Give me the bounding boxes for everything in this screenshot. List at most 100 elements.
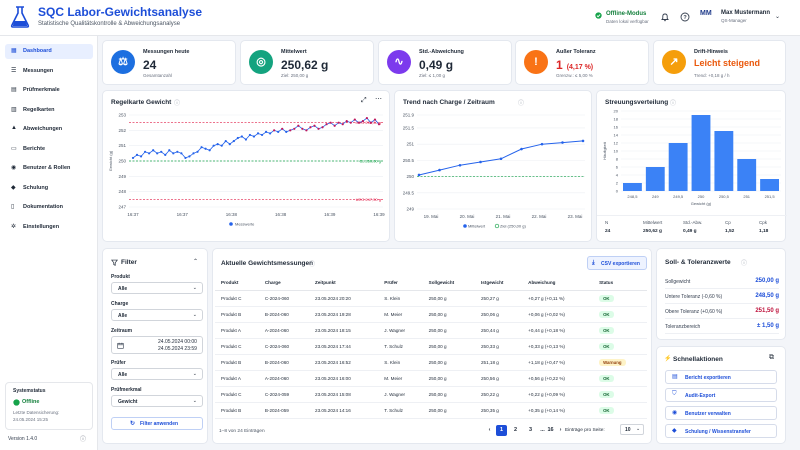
chevron-down-icon: ⌄ (192, 285, 197, 291)
info-icon[interactable]: ⓘ (670, 101, 677, 107)
status-badge: OK (599, 406, 614, 414)
sidebar-item-benutzer-rollen[interactable]: ◉ Benutzer & Rollen (5, 161, 93, 176)
feature-select[interactable]: Gewicht ⌄ (111, 395, 203, 407)
sidebar-item-dokumentation[interactable]: ▯ Dokumentation (5, 200, 93, 215)
per-page-select[interactable]: 10 ⌄ (620, 424, 644, 435)
y-tick-label: 10 (614, 149, 619, 154)
avatar[interactable]: MM (700, 10, 712, 17)
page-button[interactable]: 2 (513, 427, 518, 433)
user-name[interactable]: Max Mustermann (721, 10, 771, 16)
table-row[interactable]: Produkt C C-2024-060 23.05.2024 20:20 S. Kl… (215, 290, 647, 307)
table-cell: S. Klein (378, 354, 423, 371)
table-cell: Produkt A (215, 322, 259, 339)
table-row[interactable]: Produkt A A-2024-060 23.05.2024 18:15 J. Wa… (215, 322, 647, 339)
tolerance-row: Sollgewicht 250,00 g (665, 275, 779, 289)
status-badge: OK (599, 390, 614, 398)
table-cell: J. Wagner (378, 386, 423, 403)
table-cell: M. Meier (378, 306, 423, 323)
data-point (152, 149, 155, 152)
help-icon[interactable]: ? (680, 12, 690, 22)
x-tick-label: 20. Mai (460, 214, 475, 219)
data-point (353, 118, 356, 121)
batch-select[interactable]: Alle ⌄ (111, 309, 203, 321)
y-tick-label: 250 (118, 159, 126, 164)
product-select[interactable]: Alle ⌄ (111, 282, 203, 294)
tolerance-row: Toleranzbereich ± 1,50 g (665, 320, 779, 334)
data-point (369, 121, 373, 124)
external-link-icon[interactable]: ⧉ (769, 354, 774, 361)
apply-filter-button[interactable]: ↻ Filter anwenden (111, 417, 203, 430)
version-label: Version 1.4.0 (8, 436, 38, 442)
more-menu-icon[interactable]: ⋯ (375, 96, 382, 103)
data-point (131, 156, 135, 160)
sidebar-item-messungen[interactable]: ☰ Messungen (5, 64, 93, 79)
sidebar-item-prüfmerkmale[interactable]: ▤ Prüfmerkmale (5, 83, 93, 98)
expand-icon[interactable]: ⤢ (361, 97, 367, 104)
sidebar-item-dashboard[interactable]: ▦ Dashboard (5, 44, 93, 59)
app-subtitle: Statistische Qualitätskontrolle & Abweic… (38, 21, 181, 27)
shield-icon: ⛉ (672, 391, 677, 397)
sidebar-item-einstellungen[interactable]: ✲ Einstellungen (5, 220, 93, 235)
clipboard-icon: ▤ (11, 87, 17, 93)
chevron-down-icon[interactable]: ⌄ (775, 14, 781, 20)
table-cell: 23.05.2024 19:28 (309, 306, 379, 323)
data-point (293, 127, 296, 130)
page-button[interactable]: 16 (547, 427, 554, 433)
y-tick-label: 247 (118, 205, 126, 210)
info-icon[interactable]: ⓘ (309, 262, 316, 268)
period-picker[interactable]: 24.05.2024 00:00 24.05.2024 23:59 (111, 336, 203, 354)
sidebar-item-label: Dokumentation (23, 204, 64, 210)
table-row[interactable]: Produkt B B-2024-059 23.05.2024 14:16 T. Sc… (215, 402, 647, 419)
kpi-card: ↗ Drift-Hinweis Leicht steigend Trend: +0,1… (653, 40, 786, 85)
histogram-bar (668, 143, 688, 191)
data-point (216, 143, 219, 146)
stat-value: 1,18 (759, 229, 769, 234)
quick-action-label: Bericht exportieren (685, 375, 731, 381)
quick-action-button[interactable]: ▤ Bericht exportieren (665, 370, 777, 384)
table-cell: 250,06 g (474, 306, 523, 323)
table-cell: Produkt C (215, 338, 259, 355)
next-page-button[interactable]: › (559, 427, 562, 433)
prev-page-button[interactable]: ‹ (488, 427, 491, 433)
sidebar-item-abweichungen[interactable]: ▲ Abweichungen (5, 122, 93, 137)
kpi-value-main: 1 (556, 58, 563, 72)
page-button[interactable]: 3 (528, 427, 533, 433)
csv-export-button[interactable]: ⤓ CSV exportieren (587, 256, 647, 270)
table-row[interactable]: Produkt B B-2024-060 23.05.2024 19:28 M. Me… (215, 306, 647, 323)
info-icon[interactable]: ⓘ (174, 101, 181, 107)
legend-label: Ziel (250,00 g) (500, 224, 526, 229)
sidebar: ▦ Dashboard ☰ Messungen ▤ Prüfmerkmale ▥ Regelk… (0, 36, 98, 450)
chevron-up-icon[interactable]: ⌃ (193, 259, 199, 265)
page-button[interactable]: 1 (496, 425, 507, 436)
table-row[interactable]: Produkt C C-2024-060 23.05.2024 17:44 T. Sc… (215, 338, 647, 355)
data-point (180, 152, 183, 155)
batch-select-value: Alle (118, 313, 128, 319)
y-tick-label: 250 (406, 174, 414, 179)
trend-up-icon: ↗ (662, 50, 686, 74)
kpi-card: ∿ Std.-Abweichung 0,49 g Ziel: ≤ 1,00 g (378, 40, 512, 85)
bell-icon[interactable] (660, 12, 670, 22)
info-icon[interactable]: ⓘ (80, 437, 87, 443)
sidebar-item-berichte[interactable]: ▭ Berichte (5, 142, 93, 157)
x-tick-label: 22. Mai (532, 214, 547, 219)
quick-action-button[interactable]: ◉ Benutzer verwalten (665, 406, 777, 420)
table-cell: S. Klein (378, 290, 423, 307)
sidebar-item-regelkarten[interactable]: ▥ Regelkarten (5, 103, 93, 118)
y-tick-label: 251.9 (403, 113, 415, 118)
data-point (256, 132, 260, 135)
inspector-select[interactable]: Alle ⌄ (111, 368, 203, 380)
table-row[interactable]: Produkt B B-2024-060 23.05.2024 16:52 S. Kl… (215, 354, 647, 371)
table-row[interactable]: Produkt A A-2024-060 23.05.2024 16:00 M. Me… (215, 370, 647, 387)
data-point (273, 129, 276, 132)
period-label: Zeitraum (111, 328, 133, 334)
control-chart-plot: 247 248 249 250 251 252 253 Gewicht (g) 16:37 16:… (108, 113, 385, 227)
kpi-sub: Grenzw.: ≤ 5,00 % (556, 73, 593, 78)
quick-action-button[interactable]: ⛉ Audit-Export (665, 388, 777, 402)
data-point (377, 123, 381, 126)
info-icon[interactable]: ⓘ (741, 261, 748, 267)
quick-action-button[interactable]: ◆ Schulung / Wissenstransfer (665, 424, 777, 438)
table-row[interactable]: Produkt C C-2024-059 23.05.2024 15:08 J. Wa… (215, 386, 647, 403)
info-icon[interactable]: ⓘ (518, 101, 525, 107)
filter-panel: Filter ⌃ Produkt Alle ⌄ Charge Alle ⌄ Zeit… (102, 248, 208, 444)
sidebar-item-schulung[interactable]: ◆ Schulung (5, 181, 93, 196)
